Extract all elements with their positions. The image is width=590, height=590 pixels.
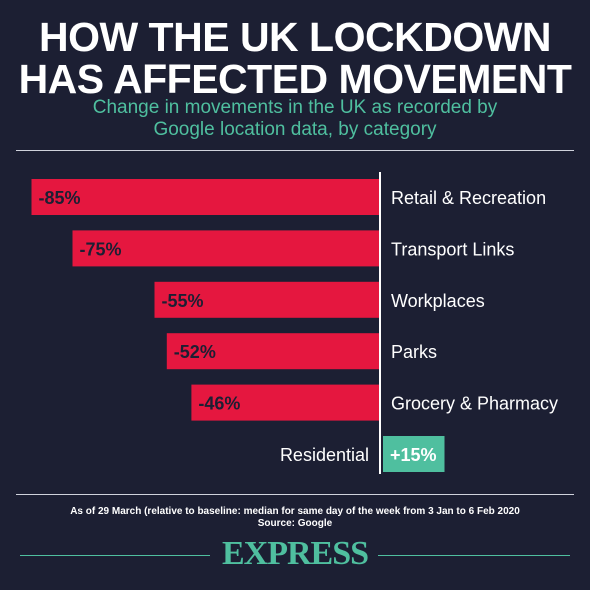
data-label: -46% (198, 394, 240, 414)
source-note: Source: Google (257, 518, 333, 529)
category-label: Parks (391, 342, 437, 362)
bottom-divider (16, 494, 574, 495)
subtitle-line-1: Change in movements in the UK as recorde… (92, 97, 498, 118)
data-label: -52% (174, 342, 216, 362)
category-label: Grocery & Pharmacy (391, 394, 558, 414)
data-label: +15% (390, 445, 437, 465)
title-line-1: HOW THE UK LOCKDOWN (38, 14, 552, 60)
bar (72, 230, 380, 267)
data-label: -55% (162, 291, 204, 311)
footnote-line-1: As of 29 March (relative to baseline: me… (70, 506, 520, 517)
page-title: HOW THE UK LOCKDOWN HAS AFFECTED MOVEMEN… (0, 16, 590, 100)
subtitle-line-2: Google location data, by category (153, 119, 437, 140)
category-label: Transport Links (391, 239, 514, 259)
brand-rule-right (378, 555, 570, 556)
brand-rule-left (20, 555, 210, 556)
data-label: -75% (80, 239, 122, 259)
bar (383, 436, 445, 472)
title-line-2: HAS AFFECTED MOVEMENT (18, 56, 572, 102)
bar-chart: -85% Retail & Recreation -75% Transport Lin… (31, 172, 558, 474)
bar (191, 384, 380, 421)
top-divider (16, 150, 574, 151)
footnote: As of 29 March (relative to baseline: me… (0, 506, 590, 530)
category-label: Retail & Recreation (391, 188, 546, 208)
category-label: Residential (280, 445, 369, 465)
subtitle: Change in movements in the UK as recorde… (0, 97, 590, 141)
bar (166, 333, 380, 370)
brand-logo: EXPRESS (221, 535, 369, 572)
bar (31, 179, 380, 215)
data-label: -85% (39, 188, 81, 208)
bar (154, 281, 380, 318)
category-label: Workplaces (391, 291, 485, 311)
